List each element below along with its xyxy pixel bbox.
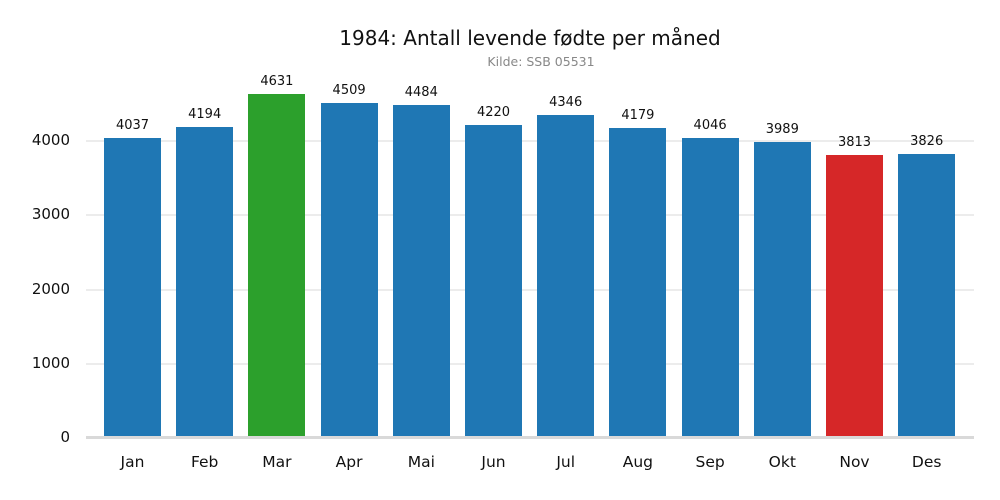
x-tick-label: Jan — [120, 453, 145, 471]
value-label: 4484 — [404, 85, 438, 101]
value-label: 4179 — [621, 107, 655, 123]
bar-mai — [392, 105, 450, 436]
value-label: 4046 — [693, 117, 727, 133]
value-label: 4194 — [188, 106, 222, 122]
value-label: 4220 — [476, 104, 511, 120]
x-axis-line — [86, 436, 974, 439]
value-label: 4037 — [115, 118, 150, 134]
chart-subtitle: Kilde: SSB 05531 — [487, 54, 595, 69]
y-tick-label: 3000 — [31, 205, 70, 224]
value-label: 3813 — [837, 134, 872, 150]
x-tick-label: Sep — [695, 453, 725, 471]
gridline — [86, 288, 974, 291]
x-tick-label: Aug — [622, 453, 654, 471]
x-tick-label: Nov — [839, 453, 870, 471]
bar-jan — [104, 138, 161, 436]
bar-sep — [681, 137, 739, 436]
bar-feb — [176, 126, 234, 436]
bar-jul — [537, 115, 595, 436]
y-tick-label: 2000 — [31, 279, 70, 298]
bar-mar — [248, 94, 306, 436]
y-tick-label: 0 — [60, 428, 70, 446]
bar-okt — [753, 141, 811, 436]
x-tick-label: Des — [911, 453, 942, 471]
bar-des — [898, 153, 956, 436]
gridline — [86, 362, 974, 365]
x-tick-label: Apr — [335, 453, 363, 471]
value-label: 4509 — [332, 83, 366, 99]
x-tick-label: Jun — [481, 453, 506, 471]
bar-apr — [320, 103, 378, 436]
bar-aug — [609, 127, 667, 436]
x-tick-label: Feb — [190, 453, 219, 471]
value-label: 4346 — [549, 95, 583, 111]
y-tick-label: 4000 — [31, 131, 70, 149]
x-tick-label: Mai — [407, 453, 435, 471]
x-tick-label: Mar — [262, 453, 292, 471]
x-tick-label: Jul — [556, 453, 576, 471]
bar-jun — [465, 124, 522, 436]
y-tick-label: 1000 — [31, 353, 70, 372]
value-label: 4631 — [260, 74, 294, 90]
value-label: 3989 — [765, 121, 799, 137]
gridline — [86, 214, 974, 217]
x-tick-label: Okt — [768, 453, 796, 471]
value-label: 3826 — [910, 133, 944, 149]
gridline — [86, 140, 974, 142]
chart-title: 1984: Antall levende fødte per måned — [339, 26, 721, 50]
bar-nov — [826, 154, 883, 436]
